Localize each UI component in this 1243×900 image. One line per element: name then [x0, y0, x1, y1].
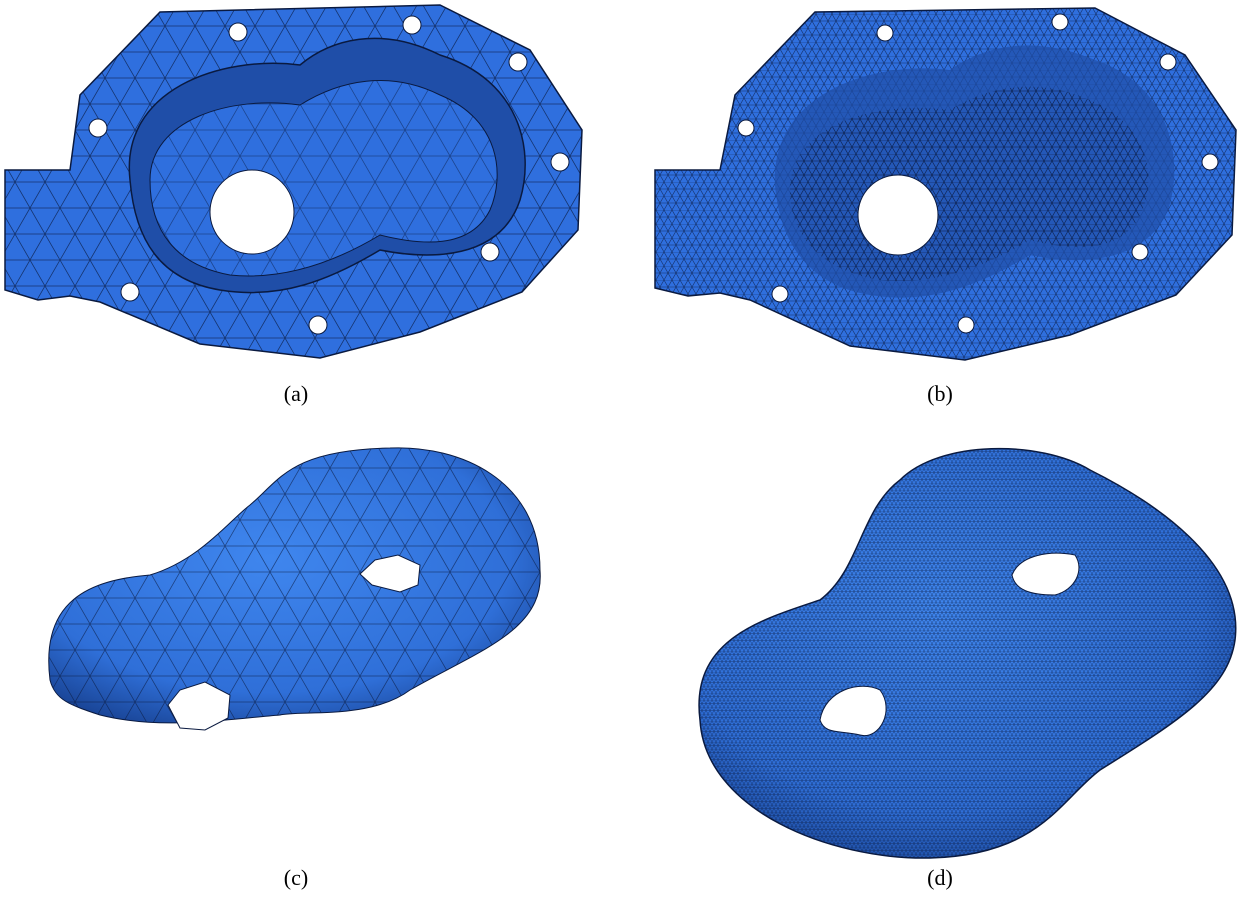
mesh-a	[4, 4, 583, 359]
caption: (b)	[927, 381, 953, 406]
caption: (a)	[284, 381, 308, 406]
mesh-b	[654, 7, 1237, 361]
caption: (d)	[927, 865, 953, 890]
mesh-c	[48, 447, 541, 731]
mesh-d	[698, 447, 1237, 859]
caption: (c)	[284, 865, 308, 890]
